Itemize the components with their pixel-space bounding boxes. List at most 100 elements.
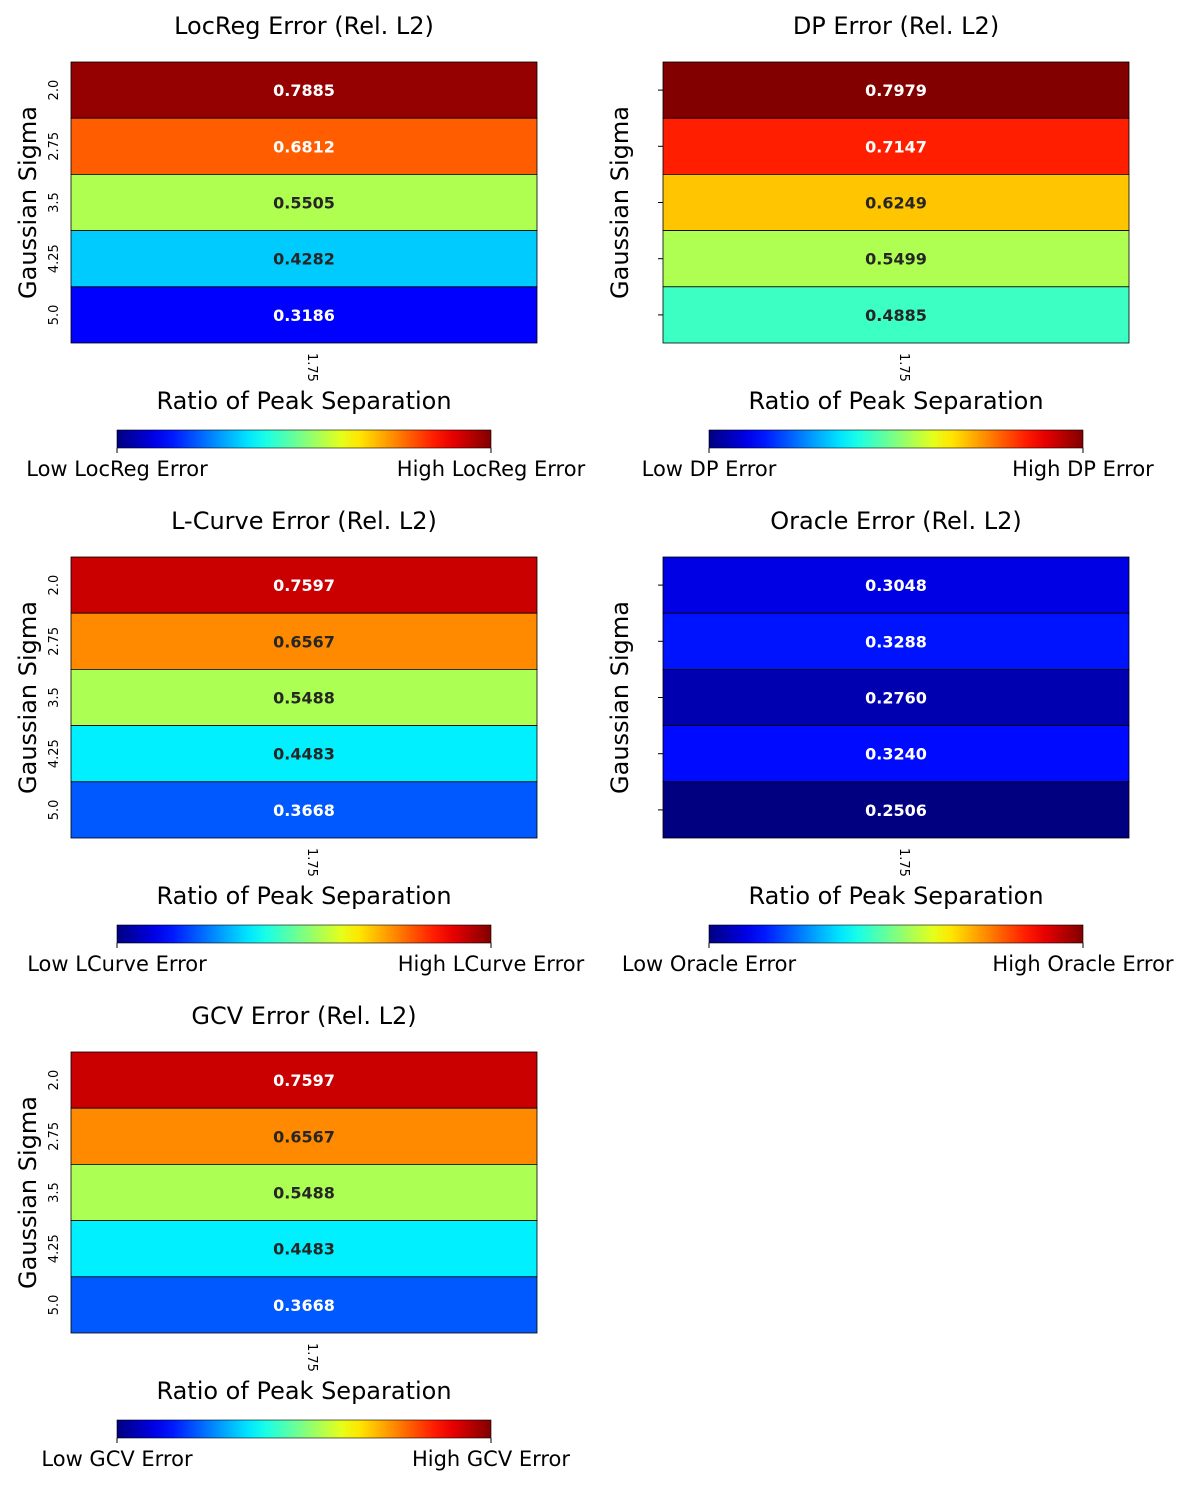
cell-value-label: 0.7597 (273, 1071, 335, 1090)
heatmap-panel: Oracle Error (Rel. L2) 0.3048 0.3288 0.2760… (606, 507, 1174, 976)
cell-value-label: 0.5499 (865, 250, 927, 269)
y-tick-label: 2.0 (47, 575, 62, 596)
cell-value-label: 0.6812 (273, 137, 335, 156)
cell-value-label: 0.7979 (865, 81, 927, 100)
heatmap-cell (662, 61, 1130, 119)
colorbar (708, 429, 1084, 449)
cell-value-label: 0.4483 (273, 1240, 335, 1259)
cell-value-label: 0.3668 (273, 801, 335, 820)
heatmap-cell (662, 286, 1130, 344)
cell-value-label: 0.6567 (273, 1127, 335, 1146)
heatmap-cell (662, 669, 1130, 727)
x-tick-label: 1.75 (304, 353, 319, 382)
heatmap-cell (662, 117, 1130, 175)
cell-value-label: 0.6567 (273, 632, 335, 651)
heatmap-cell (70, 1107, 538, 1165)
heatmap-panel: LocReg Error (Rel. L2) 0.7885 0.6812 0.5505… (14, 12, 586, 481)
heatmap-cell (662, 173, 1130, 231)
y-axis-label: Gaussian Sigma (14, 601, 42, 794)
heatmap-cell (70, 669, 538, 727)
y-axis-label: Gaussian Sigma (606, 601, 634, 794)
x-tick-label: 1.75 (896, 353, 911, 382)
cell-value-label: 0.2760 (865, 689, 927, 708)
x-tick-label: 1.75 (304, 1343, 319, 1372)
heatmap-cell (662, 725, 1130, 783)
y-tick-label: 3.5 (47, 192, 62, 213)
colorbar-low-label: Low GCV Error (41, 1447, 193, 1471)
cell-value-label: 0.4885 (865, 306, 927, 325)
cell-value-label: 0.7147 (865, 137, 927, 156)
cell-value-label: 0.7885 (273, 81, 335, 100)
colorbar (116, 429, 492, 449)
cell-value-label: 0.3186 (273, 306, 335, 325)
heatmap-cell (70, 61, 538, 119)
x-tick-label: 1.75 (304, 848, 319, 877)
colorbar-low-label: Low Oracle Error (622, 952, 797, 976)
heatmap-cell (70, 117, 538, 175)
y-tick-label: 5.0 (47, 1295, 62, 1316)
cell-value-label: 0.5505 (273, 194, 335, 213)
heatmap-panel: L-Curve Error (Rel. L2) 0.7597 0.6567 0.548… (14, 507, 585, 976)
y-tick-label: 2.0 (47, 80, 62, 101)
cell-value-label: 0.3240 (865, 745, 927, 764)
heatmap-cell (70, 1164, 538, 1222)
heatmap-cell (70, 556, 538, 614)
heatmap-cell (70, 173, 538, 231)
y-tick-label: 5.0 (47, 800, 62, 821)
x-axis-label: Ratio of Peak Separation (748, 882, 1043, 910)
cell-value-label: 0.6249 (865, 194, 927, 213)
colorbar-low-label: Low LocReg Error (26, 457, 208, 481)
heatmap-panel: DP Error (Rel. L2) 0.7979 0.7147 0.6249 0.54… (606, 12, 1154, 481)
y-tick-label: 2.75 (47, 627, 62, 656)
y-axis-label: Gaussian Sigma (14, 1096, 42, 1289)
y-tick-label: 4.25 (47, 244, 62, 273)
colorbar-low-label: Low DP Error (642, 457, 777, 481)
colorbar (116, 924, 492, 944)
y-tick-label: 3.5 (47, 1182, 62, 1203)
colorbar-low-label: Low LCurve Error (27, 952, 207, 976)
y-tick-label: 2.75 (47, 1122, 62, 1151)
cell-value-label: 0.7597 (273, 576, 335, 595)
colorbar (708, 924, 1084, 944)
x-axis-label: Ratio of Peak Separation (156, 882, 451, 910)
y-tick-label: 2.75 (47, 132, 62, 161)
y-axis-label: Gaussian Sigma (606, 106, 634, 299)
y-tick-label: 2.0 (47, 1070, 62, 1091)
cell-value-label: 0.3048 (865, 576, 927, 595)
y-tick-label: 5.0 (47, 305, 62, 326)
y-tick-label: 4.25 (47, 1234, 62, 1263)
heatmap-cell (70, 781, 538, 839)
heatmap-cell (662, 556, 1130, 614)
heatmap-cell (70, 1220, 538, 1278)
chart-title: GCV Error (Rel. L2) (191, 1002, 416, 1030)
cell-value-label: 0.3288 (865, 632, 927, 651)
x-axis-label: Ratio of Peak Separation (156, 1377, 451, 1405)
heatmap-panel: GCV Error (Rel. L2) 0.7597 0.6567 0.5488 0.4… (14, 1002, 570, 1471)
cell-value-label: 0.5488 (273, 1184, 335, 1203)
colorbar (116, 1419, 492, 1439)
y-tick-label: 3.5 (47, 687, 62, 708)
colorbar-high-label: High DP Error (1012, 457, 1154, 481)
colorbar-high-label: High Oracle Error (992, 952, 1174, 976)
heatmap-cell (70, 1051, 538, 1109)
heatmap-cell (70, 725, 538, 783)
cell-value-label: 0.5488 (273, 689, 335, 708)
cell-value-label: 0.4282 (273, 250, 335, 269)
y-tick-label: 4.25 (47, 739, 62, 768)
y-axis-label: Gaussian Sigma (14, 106, 42, 299)
chart-title: DP Error (Rel. L2) (793, 12, 999, 40)
heatmap-cell (662, 781, 1130, 839)
cell-value-label: 0.3668 (273, 1296, 335, 1315)
cell-value-label: 0.2506 (865, 801, 927, 820)
heatmap-cell (70, 612, 538, 670)
chart-title: LocReg Error (Rel. L2) (174, 12, 434, 40)
colorbar-high-label: High LocReg Error (397, 457, 586, 481)
x-axis-label: Ratio of Peak Separation (748, 387, 1043, 415)
x-axis-label: Ratio of Peak Separation (156, 387, 451, 415)
cell-value-label: 0.4483 (273, 745, 335, 764)
x-tick-label: 1.75 (896, 848, 911, 877)
chart-title: Oracle Error (Rel. L2) (770, 507, 1022, 535)
colorbar-high-label: High LCurve Error (398, 952, 585, 976)
heatmap-cell (70, 1276, 538, 1334)
